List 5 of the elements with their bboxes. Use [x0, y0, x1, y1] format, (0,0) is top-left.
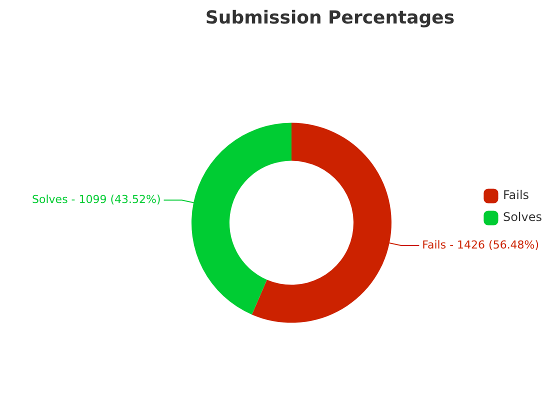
data-label: Solves - 1099 (43.52%) — [32, 193, 161, 206]
data-label: Fails - 1426 (56.48%) — [422, 238, 540, 252]
chart-title: Submission Percentages — [205, 7, 455, 28]
legend-label: Solves — [502, 210, 542, 224]
legend-label: Fails — [502, 188, 530, 202]
